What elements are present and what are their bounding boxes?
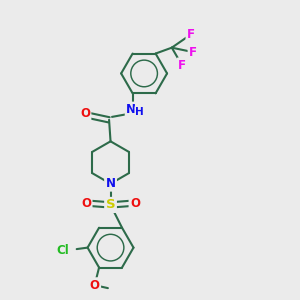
Text: Cl: Cl (57, 244, 70, 257)
Text: O: O (130, 197, 140, 210)
Text: H: H (135, 107, 144, 117)
Text: N: N (126, 103, 136, 116)
Text: O: O (81, 197, 91, 210)
Text: S: S (106, 198, 116, 212)
Text: O: O (90, 279, 100, 292)
Text: F: F (189, 46, 197, 59)
Text: F: F (178, 59, 186, 72)
Text: F: F (187, 28, 195, 41)
Text: O: O (80, 107, 90, 120)
Text: N: N (106, 177, 116, 190)
